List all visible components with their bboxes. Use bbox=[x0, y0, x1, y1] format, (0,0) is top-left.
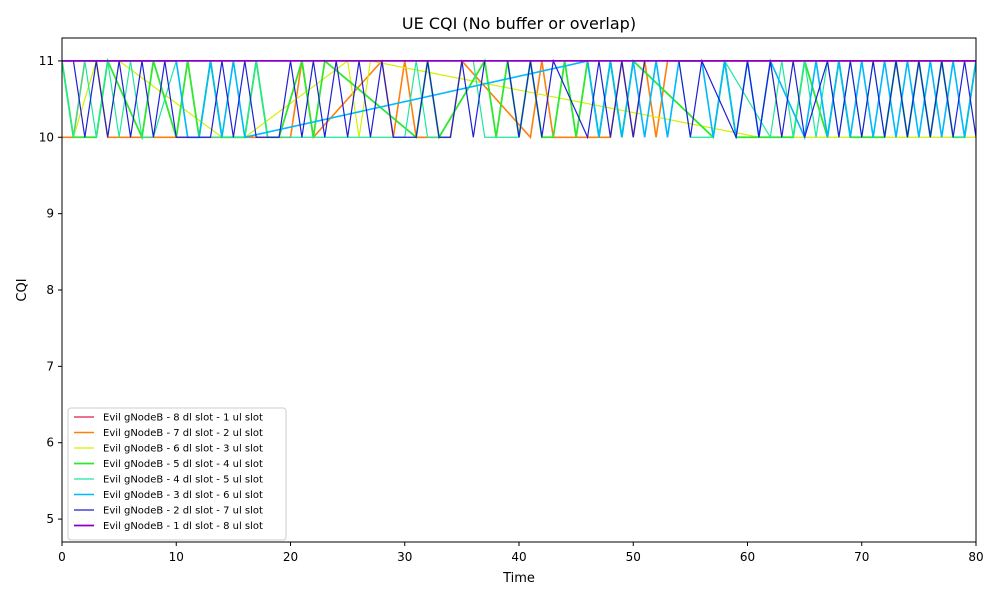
legend-entry-8: Evil gNodeB - 1 dl slot - 8 ul slot bbox=[103, 521, 263, 532]
legend-entry-3: Evil gNodeB - 6 dl slot - 3 ul slot bbox=[103, 444, 263, 455]
series-line-3 bbox=[62, 59, 976, 139]
series-line-7 bbox=[62, 58, 976, 140]
series-line-5 bbox=[62, 59, 976, 140]
plot-area bbox=[62, 57, 976, 141]
x-tick-label: 30 bbox=[397, 550, 412, 564]
series-line-4 bbox=[62, 57, 976, 141]
legend-entry-6: Evil gNodeB - 3 dl slot - 6 ul slot bbox=[103, 490, 263, 501]
x-tick-label: 0 bbox=[58, 550, 66, 564]
legend-entry-7: Evil gNodeB - 2 dl slot - 7 ul slot bbox=[103, 506, 263, 517]
y-axis-label: CQI bbox=[15, 278, 30, 301]
x-axis-label: Time bbox=[502, 571, 535, 586]
y-tick-label: 9 bbox=[46, 207, 54, 221]
series-line-1 bbox=[62, 60, 976, 138]
x-tick-label: 10 bbox=[169, 550, 184, 564]
x-tick-label: 70 bbox=[854, 550, 869, 564]
x-tick-label: 80 bbox=[968, 550, 983, 564]
x-tick-label: 60 bbox=[740, 550, 755, 564]
chart-title: UE CQI (No buffer or overlap) bbox=[402, 14, 636, 33]
y-tick-label: 8 bbox=[46, 283, 54, 297]
x-tick-label: 50 bbox=[626, 550, 641, 564]
y-tick-label: 11 bbox=[39, 54, 54, 68]
series-line-6 bbox=[62, 58, 976, 141]
legend-entry-4: Evil gNodeB - 5 dl slot - 4 ul slot bbox=[103, 459, 263, 470]
x-tick-label: 40 bbox=[511, 550, 526, 564]
legend-entry-2: Evil gNodeB - 7 dl slot - 2 ul slot bbox=[103, 428, 263, 439]
y-tick-label: 6 bbox=[46, 436, 54, 450]
y-tick-label: 7 bbox=[46, 359, 54, 373]
y-tick-label: 5 bbox=[46, 512, 54, 526]
legend: Evil gNodeB - 8 dl slot - 1 ul slot Evil … bbox=[67, 407, 287, 541]
legend-box bbox=[67, 407, 287, 541]
x-tick-label: 20 bbox=[283, 550, 298, 564]
legend-entry-5: Evil gNodeB - 4 dl slot - 5 ul slot bbox=[103, 475, 263, 486]
series-line-2 bbox=[62, 59, 976, 140]
legend-entry-1: Evil gNodeB - 8 dl slot - 1 ul slot bbox=[103, 413, 263, 424]
y-tick-label: 10 bbox=[39, 130, 54, 144]
axes: 0 10 20 30 40 50 60 70 80 5 6 7 8 9 10 11 bbox=[39, 37, 984, 564]
